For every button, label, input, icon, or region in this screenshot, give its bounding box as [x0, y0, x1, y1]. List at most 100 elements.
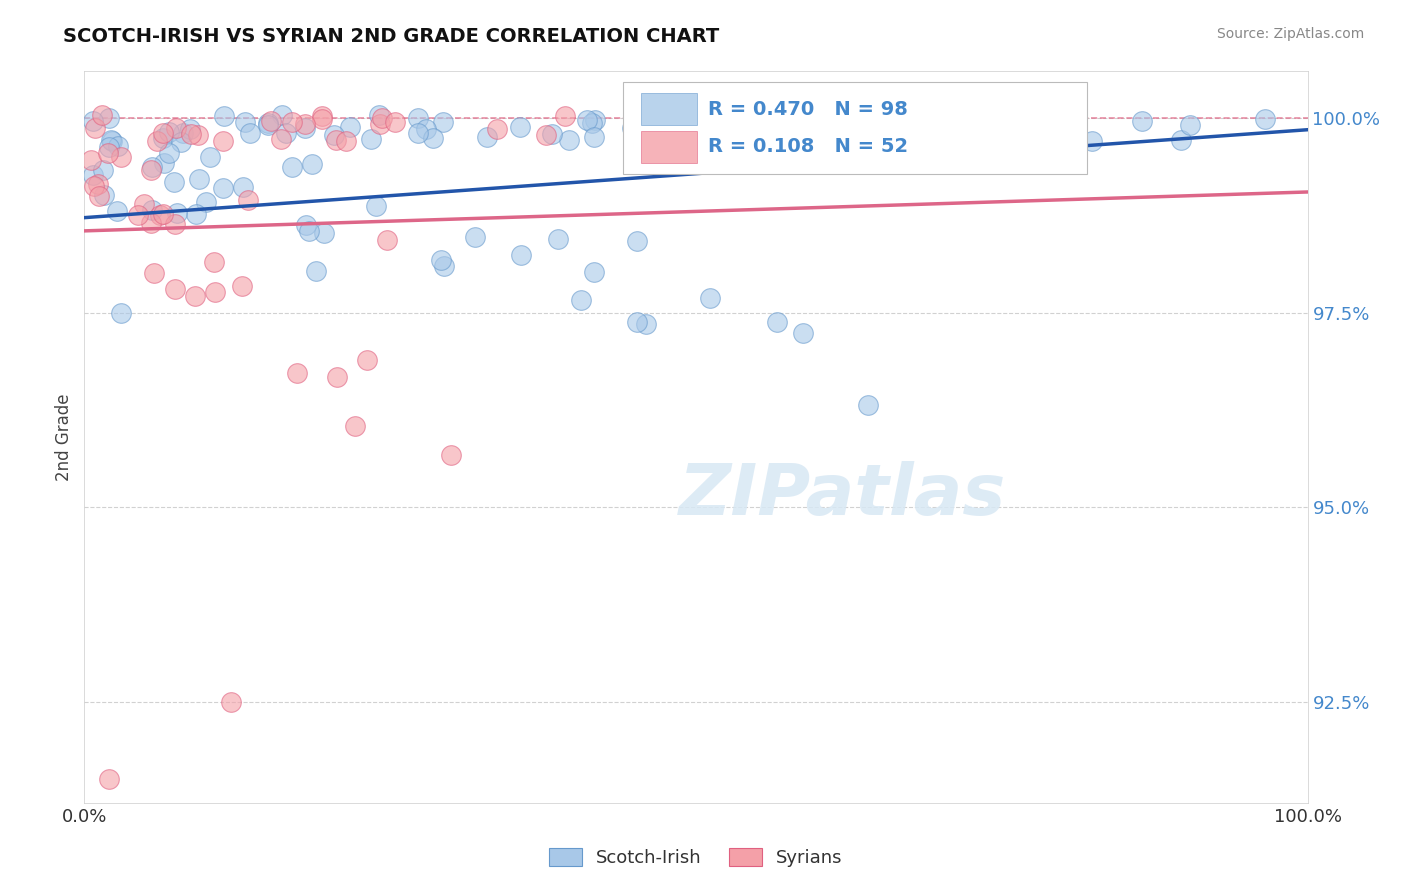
Point	[172, 126, 194, 140]
Point	[194, 194, 217, 209]
Point	[1180, 118, 1202, 132]
Point	[294, 116, 316, 130]
Point	[219, 695, 242, 709]
Point	[356, 353, 378, 368]
Point	[149, 208, 172, 222]
Point	[634, 317, 657, 331]
Point	[335, 135, 357, 149]
Point	[311, 109, 333, 123]
FancyBboxPatch shape	[641, 93, 697, 125]
Point	[89, 189, 111, 203]
Point	[188, 172, 211, 186]
Point	[204, 285, 226, 299]
Point	[1031, 125, 1053, 139]
Point	[271, 108, 294, 122]
Point	[326, 369, 349, 384]
Point	[107, 138, 129, 153]
Point	[569, 293, 592, 307]
Point	[627, 112, 650, 127]
Point	[82, 168, 104, 182]
Legend: Scotch-Irish, Syrians: Scotch-Irish, Syrians	[543, 840, 849, 874]
Point	[1036, 112, 1059, 126]
Point	[232, 180, 254, 194]
Point	[132, 196, 155, 211]
Point	[626, 315, 648, 329]
Point	[163, 217, 186, 231]
Point	[202, 254, 225, 268]
Point	[110, 150, 132, 164]
Text: SCOTCH-IRISH VS SYRIAN 2ND GRADE CORRELATION CHART: SCOTCH-IRISH VS SYRIAN 2ND GRADE CORRELA…	[63, 27, 720, 45]
Point	[1254, 112, 1277, 127]
Point	[652, 123, 675, 137]
Point	[146, 134, 169, 148]
Point	[165, 121, 187, 136]
Point	[187, 128, 209, 142]
Point	[406, 112, 429, 126]
Point	[1080, 134, 1102, 148]
Point	[295, 219, 318, 233]
Point	[311, 112, 333, 127]
Point	[274, 126, 297, 140]
Point	[294, 121, 316, 136]
Point	[163, 282, 186, 296]
Point	[547, 232, 569, 246]
Point	[510, 248, 533, 262]
Point	[558, 133, 581, 147]
Point	[301, 157, 323, 171]
Point	[101, 134, 124, 148]
Point	[415, 121, 437, 136]
Point	[82, 114, 104, 128]
Point	[792, 326, 814, 340]
Point	[98, 139, 121, 153]
Point	[554, 109, 576, 123]
Point	[152, 207, 174, 221]
Text: Source: ZipAtlas.com: Source: ZipAtlas.com	[1216, 27, 1364, 41]
Point	[314, 226, 336, 240]
Point	[166, 206, 188, 220]
Point	[718, 113, 741, 128]
Point	[162, 174, 184, 188]
Point	[540, 127, 562, 141]
Point	[631, 110, 654, 124]
Point	[765, 315, 787, 329]
Point	[238, 193, 260, 207]
Point	[143, 266, 166, 280]
Point	[755, 122, 778, 136]
Point	[620, 121, 643, 136]
Point	[239, 126, 262, 140]
Point	[180, 127, 202, 141]
Point	[100, 133, 122, 147]
Point	[139, 162, 162, 177]
Point	[406, 126, 429, 140]
Point	[422, 130, 444, 145]
Point	[127, 208, 149, 222]
Point	[105, 203, 128, 218]
Point	[1032, 123, 1054, 137]
Point	[432, 115, 454, 129]
Point	[364, 199, 387, 213]
Point	[233, 115, 256, 129]
Point	[509, 120, 531, 135]
Point	[281, 160, 304, 174]
Point	[344, 419, 367, 434]
Point	[141, 216, 163, 230]
Point	[581, 116, 603, 130]
Point	[170, 135, 193, 149]
Text: ZIPatlas: ZIPatlas	[679, 461, 1007, 530]
Point	[429, 252, 451, 267]
Point	[110, 305, 132, 319]
Point	[157, 125, 180, 139]
Point	[440, 449, 463, 463]
Point	[212, 109, 235, 123]
Point	[198, 150, 221, 164]
Point	[231, 279, 253, 293]
Point	[212, 134, 235, 148]
Point	[80, 153, 103, 167]
Point	[285, 367, 308, 381]
FancyBboxPatch shape	[641, 131, 697, 163]
Point	[763, 109, 786, 123]
Point	[371, 111, 394, 125]
Point	[485, 122, 508, 136]
Point	[1170, 132, 1192, 146]
Point	[184, 206, 207, 220]
